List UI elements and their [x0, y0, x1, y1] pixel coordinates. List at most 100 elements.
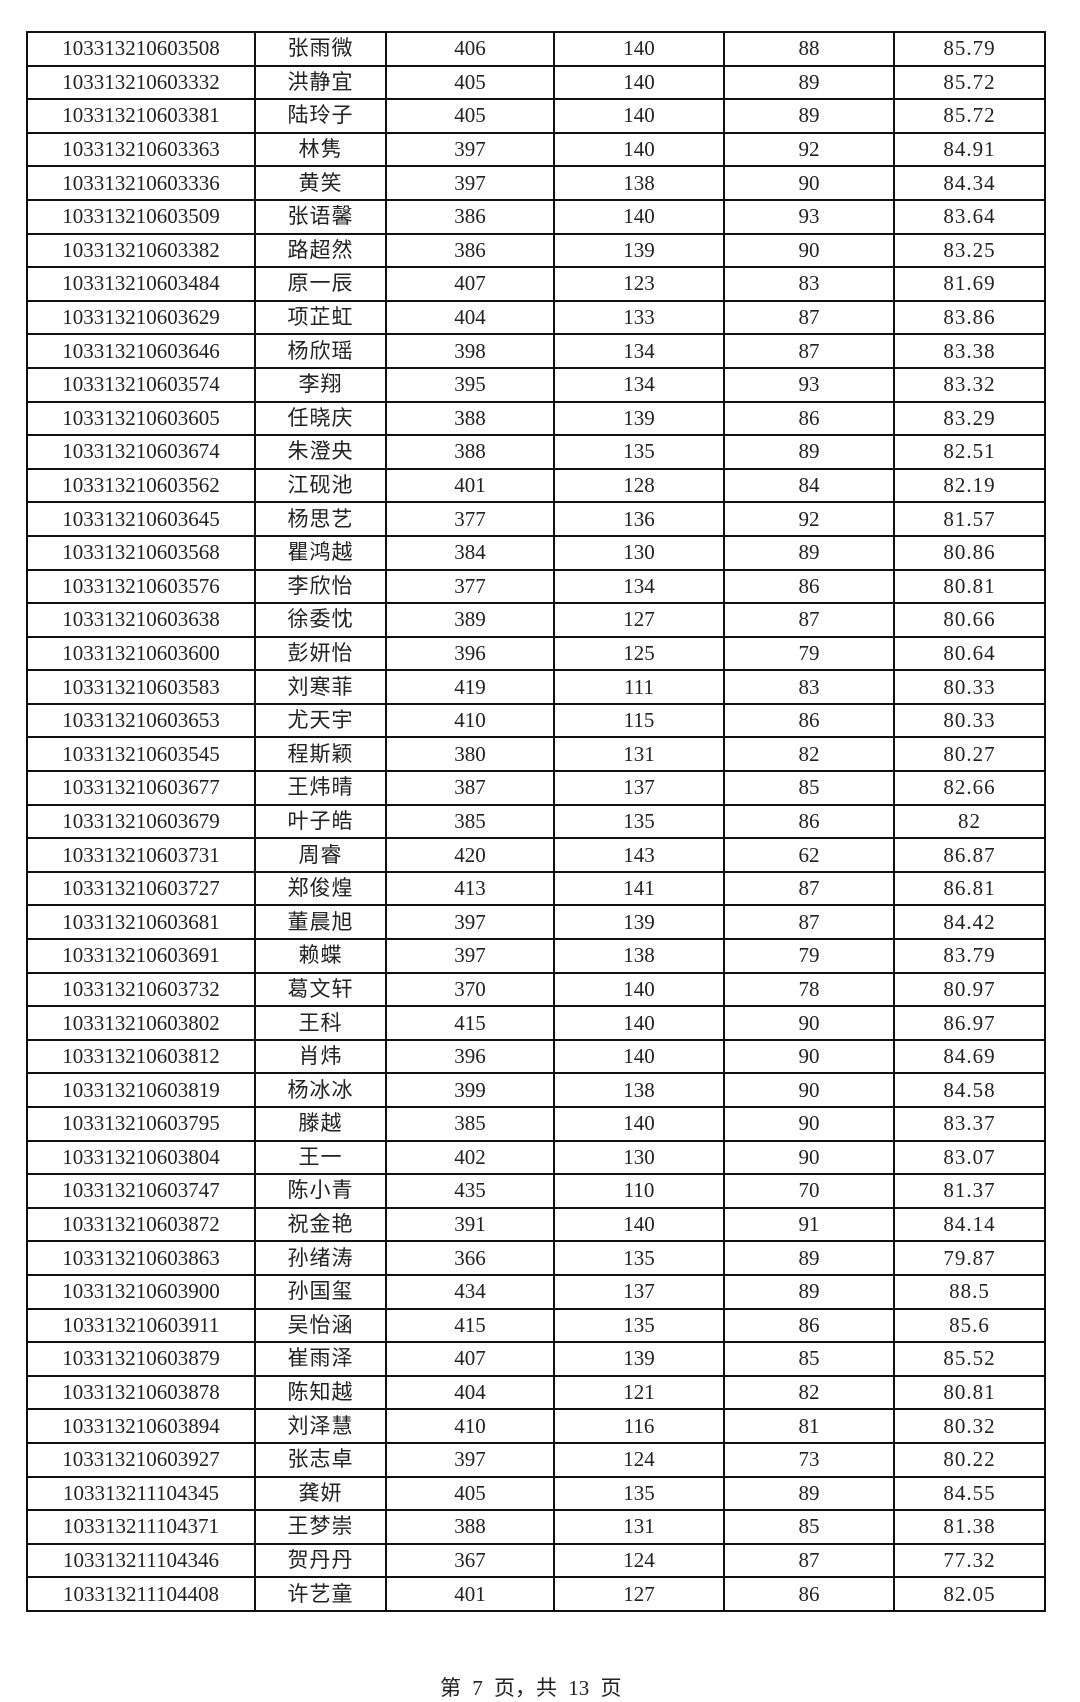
table-row: 103313210603894 刘泽慧 410 116 81 80.32	[26, 1408, 1046, 1444]
total-score-cell: 85.52	[893, 1341, 1046, 1377]
table-row: 103313210603629 项芷虹 404 133 87 83.86	[26, 299, 1046, 336]
score-c-cell: 89	[723, 1273, 895, 1310]
name-cell: 孙绪涛	[254, 1240, 387, 1276]
table-row: 103313210603509 张语馨 386 140 93 83.64	[26, 198, 1046, 235]
total-score-cell: 83.37	[893, 1106, 1046, 1142]
score-a-cell: 385	[385, 1106, 555, 1142]
name-cell: 赖蝶	[254, 938, 387, 974]
total-score-cell: 83.29	[893, 400, 1046, 437]
exam-id-cell: 103313211104346	[26, 1542, 256, 1579]
score-b-cell: 140	[553, 1038, 725, 1075]
exam-id-cell: 103313211104345	[26, 1475, 256, 1512]
total-score-cell: 82	[893, 803, 1046, 840]
score-b-cell: 111	[553, 669, 725, 705]
exam-id-cell: 103313210603911	[26, 1307, 256, 1344]
score-c-cell: 93	[723, 366, 895, 403]
name-cell: 龚妍	[254, 1475, 387, 1512]
table-row: 103313210603872 祝金艳 391 140 91 84.14	[26, 1206, 1046, 1243]
total-score-cell: 79.87	[893, 1240, 1046, 1276]
table-row: 103313210603863 孙绪涛 366 135 89 79.87	[26, 1240, 1046, 1276]
total-score-cell: 82.51	[893, 434, 1046, 470]
total-score-cell: 80.22	[893, 1441, 1046, 1478]
total-score-cell: 81.37	[893, 1173, 1046, 1209]
table-row: 103313210603645 杨思艺 377 136 92 81.57	[26, 501, 1046, 537]
exam-id-cell: 103313210603645	[26, 501, 256, 537]
exam-id-cell: 103313210603336	[26, 165, 256, 201]
total-score-cell: 86.87	[893, 837, 1046, 873]
total-score-cell: 88.5	[893, 1273, 1046, 1310]
score-a-cell: 386	[385, 232, 555, 269]
exam-id-cell: 103313210603812	[26, 1038, 256, 1075]
exam-id-cell: 103313210603653	[26, 702, 256, 739]
name-cell: 刘寒菲	[254, 669, 387, 705]
score-c-cell: 89	[723, 1240, 895, 1276]
score-a-cell: 397	[385, 131, 555, 168]
score-a-cell: 404	[385, 1374, 555, 1411]
score-c-cell: 90	[723, 1038, 895, 1075]
exam-id-cell: 103313210603819	[26, 1072, 256, 1108]
name-cell: 林隽	[254, 131, 387, 168]
table-row: 103313210603508 张雨微 406 140 88 85.79	[26, 31, 1046, 67]
score-b-cell: 140	[553, 64, 725, 101]
score-c-cell: 90	[723, 165, 895, 201]
score-c-cell: 86	[723, 702, 895, 739]
name-cell: 许艺童	[254, 1576, 387, 1612]
name-cell: 张志卓	[254, 1441, 387, 1478]
score-b-cell: 134	[553, 333, 725, 369]
score-b-cell: 134	[553, 568, 725, 605]
total-score-cell: 80.33	[893, 669, 1046, 705]
score-b-cell: 135	[553, 1307, 725, 1344]
exam-id-cell: 103313210603872	[26, 1206, 256, 1243]
name-cell: 王炜晴	[254, 770, 387, 806]
total-score-cell: 84.34	[893, 165, 1046, 201]
table-row: 103313210603681 董晨旭 397 139 87 84.42	[26, 904, 1046, 941]
score-b-cell: 137	[553, 770, 725, 806]
score-b-cell: 128	[553, 467, 725, 504]
table-row: 103313210603691 赖蝶 397 138 79 83.79	[26, 938, 1046, 974]
table-row: 103313210603812 肖炜 396 140 90 84.69	[26, 1038, 1046, 1075]
exam-id-cell: 103313211104408	[26, 1576, 256, 1612]
score-c-cell: 90	[723, 1139, 895, 1176]
score-a-cell: 366	[385, 1240, 555, 1276]
name-cell: 原一辰	[254, 266, 387, 302]
score-b-cell: 124	[553, 1441, 725, 1478]
table-row: 103313210603646 杨欣瑶 398 134 87 83.38	[26, 333, 1046, 369]
table-row: 103313210603545 程斯颖 380 131 82 80.27	[26, 736, 1046, 773]
score-a-cell: 405	[385, 64, 555, 101]
exam-id-cell: 103313210603732	[26, 971, 256, 1008]
name-cell: 崔雨泽	[254, 1341, 387, 1377]
name-cell: 洪静宜	[254, 64, 387, 101]
score-b-cell: 131	[553, 736, 725, 773]
table-row: 103313210603802 王科 415 140 90 86.97	[26, 1005, 1046, 1041]
score-b-cell: 123	[553, 266, 725, 302]
score-c-cell: 87	[723, 870, 895, 907]
score-b-cell: 134	[553, 366, 725, 403]
total-score-cell: 83.07	[893, 1139, 1046, 1176]
score-c-cell: 86	[723, 1576, 895, 1612]
score-a-cell: 386	[385, 198, 555, 235]
name-cell: 杨冰冰	[254, 1072, 387, 1108]
exam-id-cell: 103313210603576	[26, 568, 256, 605]
score-b-cell: 141	[553, 870, 725, 907]
name-cell: 李欣怡	[254, 568, 387, 605]
name-cell: 杨思艺	[254, 501, 387, 537]
total-score-cell: 84.14	[893, 1206, 1046, 1243]
score-b-cell: 139	[553, 232, 725, 269]
score-c-cell: 78	[723, 971, 895, 1008]
name-cell: 郑俊煌	[254, 870, 387, 907]
total-score-cell: 80.97	[893, 971, 1046, 1008]
score-b-cell: 138	[553, 938, 725, 974]
score-b-cell: 125	[553, 635, 725, 672]
score-a-cell: 387	[385, 770, 555, 806]
score-c-cell: 90	[723, 1106, 895, 1142]
table-row: 103313210603727 郑俊煌 413 141 87 86.81	[26, 870, 1046, 907]
table-row: 103313210603674 朱澄央 388 135 89 82.51	[26, 434, 1046, 470]
table-row: 103313210603677 王炜晴 387 137 85 82.66	[26, 770, 1046, 806]
exam-id-cell: 103313210603795	[26, 1106, 256, 1142]
name-cell: 吴怡涵	[254, 1307, 387, 1344]
table-row: 103313210603819 杨冰冰 399 138 90 84.58	[26, 1072, 1046, 1108]
total-score-cell: 83.79	[893, 938, 1046, 974]
table-row: 103313210603568 瞿鸿越 384 130 89 80.86	[26, 534, 1046, 571]
total-score-cell: 85.72	[893, 64, 1046, 101]
score-a-cell: 380	[385, 736, 555, 773]
